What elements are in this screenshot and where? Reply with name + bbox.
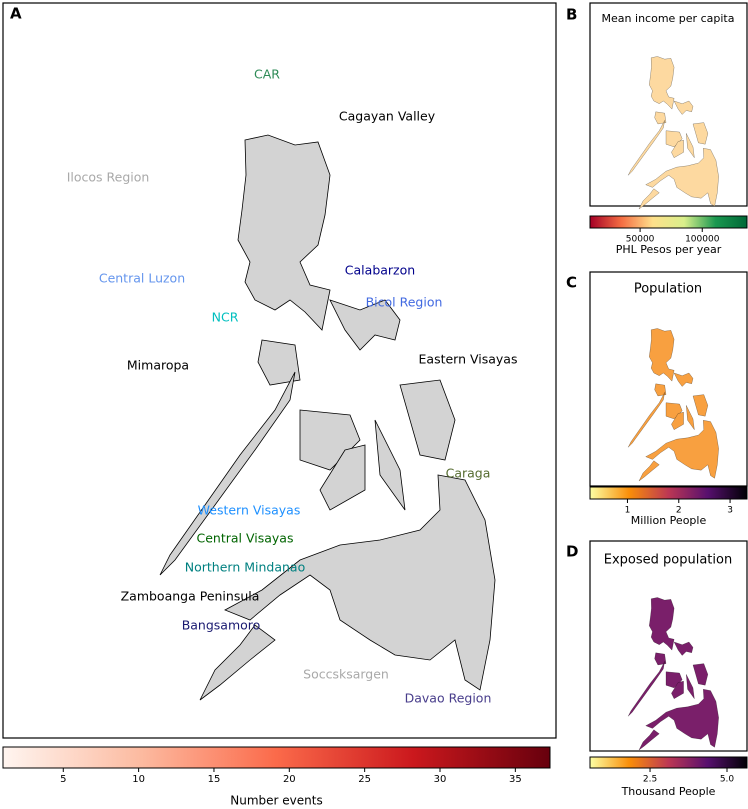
panel-letter: A [10, 5, 22, 23]
region-label: Northern Mindanao [185, 560, 305, 575]
panel-letter: D [566, 543, 578, 561]
panel-frame [2, 2, 557, 739]
tick-label: 50000 [626, 235, 655, 245]
panel-c: C Population [566, 271, 748, 487]
tick-label: 5 [60, 774, 66, 785]
colorbar [2, 746, 551, 769]
panel-d: D Exposed population [566, 540, 748, 752]
panel-frame [589, 271, 748, 487]
tick-label: 35 [509, 774, 522, 785]
map [628, 56, 719, 210]
tick-label: 2.5 [643, 775, 657, 785]
region-label: Central Visayas [197, 531, 294, 546]
region-label: Bicol Region [366, 295, 443, 310]
region-label: Cagayan Valley [339, 109, 436, 124]
colorbar-label: Number events [230, 794, 322, 808]
colorbar-label: Million People [631, 514, 707, 527]
tick-label: 15 [208, 774, 221, 785]
colorbar-label: PHL Pesos per year [616, 243, 722, 256]
tick-label: 10 [132, 774, 145, 785]
region-label: Caraga [446, 466, 491, 481]
region-label: CAR [254, 67, 280, 82]
panel-a: A CAR Cagayan Valley Ilocos Region Central … [2, 2, 557, 739]
region-label: Western Visayas [198, 503, 301, 518]
panel-title: Population [634, 282, 702, 297]
colorbar [589, 215, 748, 229]
tick-label: 3 [727, 506, 733, 516]
tick-label: 5.0 [720, 775, 735, 785]
region-label: Calabarzon [345, 263, 415, 278]
colorbar-d: 2.5 5.0 Thousand People [589, 756, 748, 798]
tick-label: 30 [434, 774, 447, 785]
map [628, 328, 719, 482]
region-label: Ilocos Region [67, 170, 150, 185]
tick-label: 1 [625, 506, 631, 516]
colorbar-label: Thousand People [621, 785, 716, 798]
region-label: Eastern Visayas [419, 352, 518, 367]
region-label: Mimaropa [127, 358, 189, 373]
region-label: Bangsamoro [182, 618, 261, 633]
colorbar [589, 486, 748, 500]
tick-label: 25 [358, 774, 371, 785]
region-label: Zamboanga Peninsula [121, 589, 260, 604]
panel-frame [589, 2, 748, 207]
map [159, 134, 496, 701]
colorbar [589, 756, 748, 769]
colorbar-a: 5 10 15 20 25 30 35 Number events [2, 746, 551, 808]
panel-letter: C [566, 274, 577, 292]
tick-label: 2 [676, 506, 682, 516]
tick-label: 20 [283, 774, 296, 785]
panel-title: Exposed population [604, 553, 732, 568]
panel-b: B Mean income per capita [566, 2, 748, 210]
colorbar-c: 1 2 3 Million People [589, 486, 748, 527]
map [628, 597, 719, 751]
panel-title: Mean income per capita [602, 12, 735, 25]
region-label: Soccsksargen [303, 667, 389, 682]
region-label: Central Luzon [99, 271, 185, 286]
region-label: NCR [212, 310, 239, 325]
region-label: Davao Region [405, 691, 492, 706]
tick-label: 100000 [685, 235, 720, 245]
panel-letter: B [566, 6, 577, 24]
panel-frame [589, 540, 748, 752]
